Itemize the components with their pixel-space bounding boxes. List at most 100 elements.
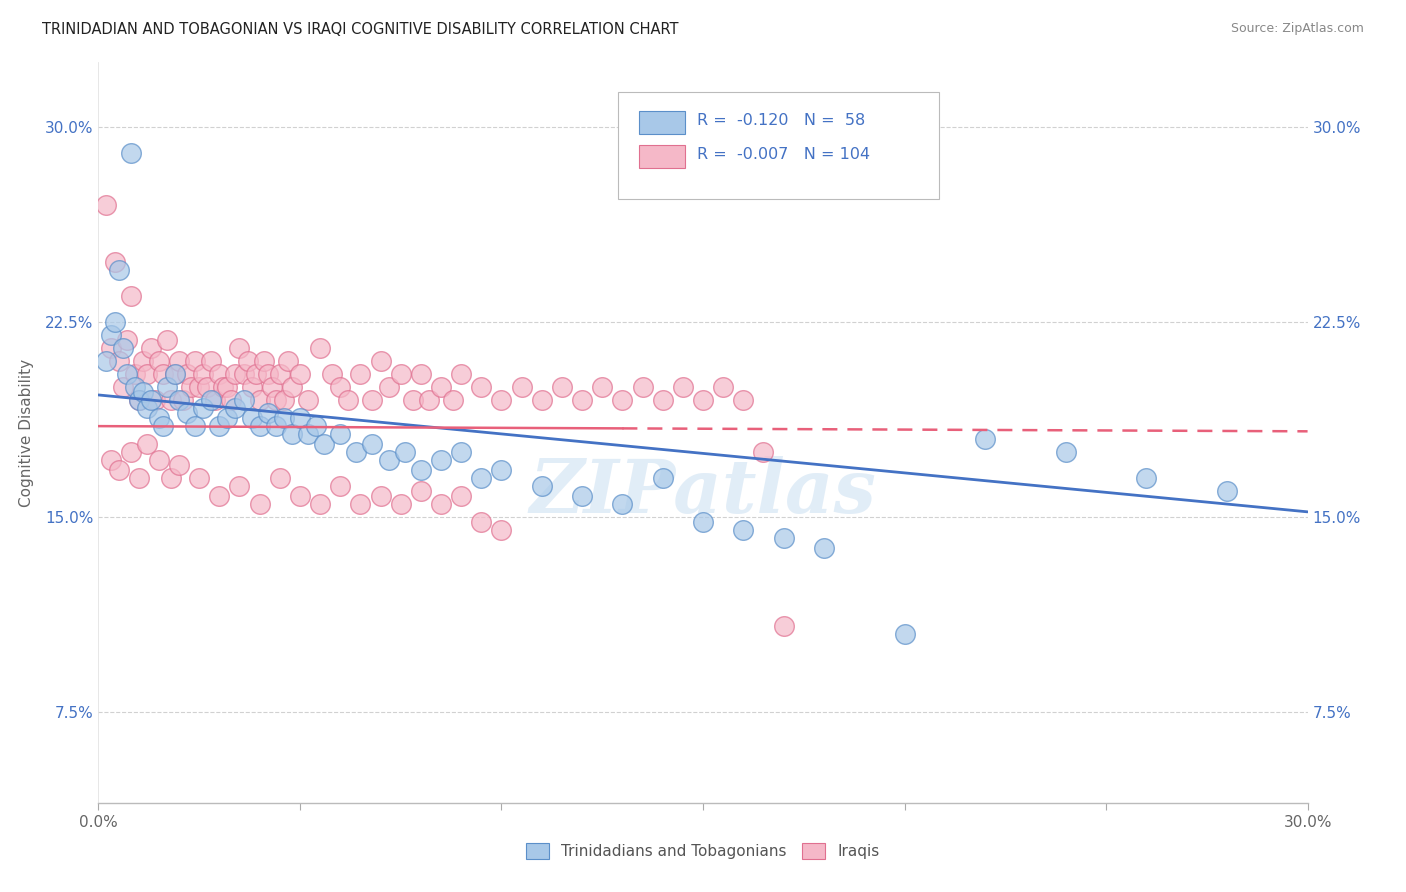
Point	[337, 393, 360, 408]
Point	[418, 393, 440, 408]
Text: ZIPatlas: ZIPatlas	[530, 456, 876, 528]
Point	[167, 458, 190, 472]
Point	[377, 380, 399, 394]
Bar	[638, 111, 685, 135]
Point	[491, 393, 513, 408]
Point	[631, 380, 654, 394]
Point	[148, 354, 170, 368]
Point	[612, 393, 634, 408]
Point	[167, 354, 190, 368]
FancyBboxPatch shape	[619, 92, 939, 200]
Point	[711, 380, 734, 394]
Point	[281, 426, 304, 441]
Point	[217, 380, 239, 394]
Point	[176, 406, 198, 420]
Point	[370, 354, 392, 368]
Point	[217, 411, 239, 425]
Point	[571, 489, 593, 503]
Point	[329, 426, 352, 441]
Point	[772, 619, 794, 633]
Point	[156, 380, 179, 394]
Point	[551, 380, 574, 394]
Point	[152, 367, 174, 381]
Point	[128, 393, 150, 408]
Point	[256, 367, 278, 381]
Point	[156, 334, 179, 348]
Point	[321, 367, 343, 381]
Point	[152, 419, 174, 434]
Point	[752, 445, 775, 459]
Point	[297, 426, 319, 441]
Point	[394, 445, 416, 459]
Point	[361, 437, 384, 451]
Point	[188, 380, 211, 394]
Point	[430, 380, 453, 394]
Point	[120, 146, 142, 161]
Point	[974, 432, 997, 446]
Point	[124, 367, 146, 381]
Point	[224, 367, 246, 381]
Point	[281, 380, 304, 394]
Point	[450, 367, 472, 381]
Point	[245, 367, 267, 381]
Point	[208, 489, 231, 503]
Point	[264, 393, 287, 408]
Point	[1135, 471, 1157, 485]
Point	[491, 523, 513, 537]
Point	[672, 380, 695, 394]
Text: R =  -0.007   N = 104: R = -0.007 N = 104	[697, 147, 870, 161]
Point	[132, 354, 155, 368]
Point	[470, 471, 492, 485]
Point	[163, 367, 186, 381]
Point	[128, 393, 150, 408]
Point	[208, 419, 231, 434]
Point	[167, 393, 190, 408]
Point	[571, 393, 593, 408]
Point	[172, 393, 194, 408]
Point	[249, 393, 271, 408]
Point	[591, 380, 613, 394]
Point	[1216, 484, 1239, 499]
Point	[470, 515, 492, 529]
Point	[160, 393, 183, 408]
Point	[200, 354, 222, 368]
Point	[107, 463, 129, 477]
Point	[349, 367, 371, 381]
Point	[100, 328, 122, 343]
Point	[135, 437, 157, 451]
Point	[491, 463, 513, 477]
Point	[107, 263, 129, 277]
Point	[273, 393, 295, 408]
Point	[733, 523, 755, 537]
Point	[115, 334, 138, 348]
Point	[249, 497, 271, 511]
Point	[329, 479, 352, 493]
Point	[329, 380, 352, 394]
Point	[180, 380, 202, 394]
Point	[96, 198, 118, 212]
Point	[450, 445, 472, 459]
Point	[612, 497, 634, 511]
Text: Source: ZipAtlas.com: Source: ZipAtlas.com	[1230, 22, 1364, 36]
Point	[128, 471, 150, 485]
Bar	[638, 145, 685, 169]
Point	[148, 453, 170, 467]
Point	[273, 411, 295, 425]
Y-axis label: Cognitive Disability: Cognitive Disability	[18, 359, 34, 507]
Point	[441, 393, 464, 408]
Point	[221, 393, 243, 408]
Point	[430, 497, 453, 511]
Point	[530, 479, 553, 493]
Point	[314, 437, 336, 451]
Point	[269, 471, 291, 485]
Point	[409, 484, 432, 499]
Point	[107, 354, 129, 368]
Point	[297, 393, 319, 408]
Point	[349, 497, 371, 511]
Point	[236, 354, 259, 368]
Point	[409, 463, 432, 477]
Legend: Trinidadians and Tobagonians, Iraqis: Trinidadians and Tobagonians, Iraqis	[520, 838, 886, 865]
Point	[651, 393, 673, 408]
Point	[240, 411, 263, 425]
Point	[402, 393, 425, 408]
